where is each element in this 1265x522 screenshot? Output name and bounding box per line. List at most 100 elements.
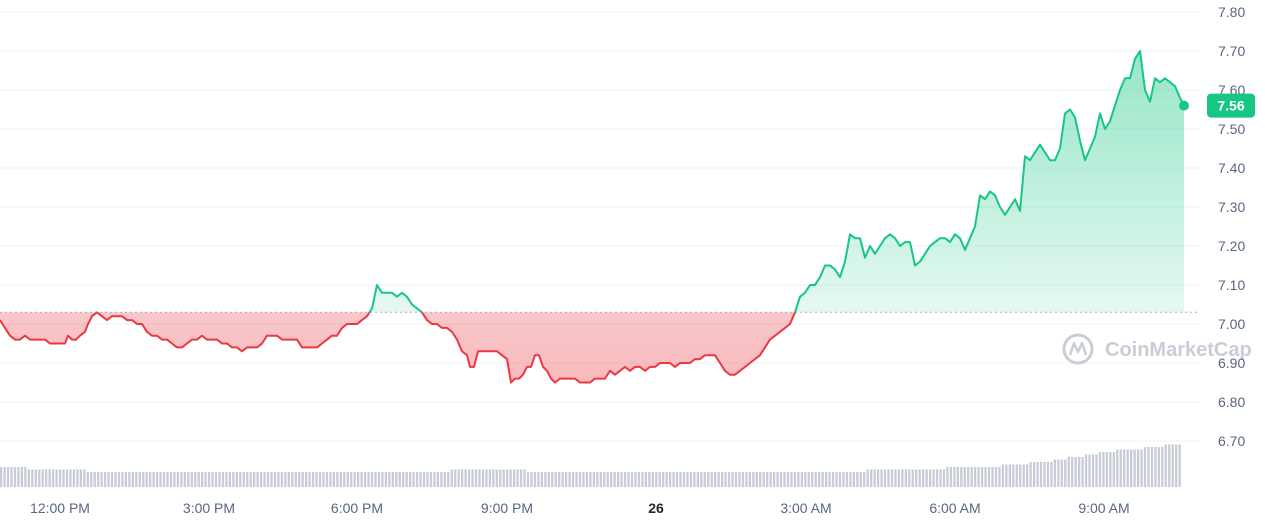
volume-bar xyxy=(69,469,72,487)
volume-bar xyxy=(620,472,623,487)
volume-bar xyxy=(97,472,100,487)
volume-bar xyxy=(519,469,523,487)
y-tick-label: 7.10 xyxy=(1218,277,1245,293)
volume-bar xyxy=(325,472,329,487)
price-line xyxy=(0,50,1185,384)
volume-bar xyxy=(280,472,284,487)
volume-bar xyxy=(1126,449,1129,487)
volume-bar xyxy=(294,472,297,487)
volume-bar xyxy=(811,472,814,487)
volume-bar xyxy=(734,472,738,487)
volume-bar xyxy=(1019,464,1022,487)
volume-bar xyxy=(443,472,446,487)
volume-bar xyxy=(752,472,755,487)
volume-bar xyxy=(284,472,287,487)
y-tick-label: 7.30 xyxy=(1218,199,1245,215)
volume-bar xyxy=(894,469,897,487)
volume-bar xyxy=(745,472,748,487)
volume-bar xyxy=(377,472,381,487)
volume-bar xyxy=(786,472,790,487)
volume-bar xyxy=(65,469,69,487)
volume-bar xyxy=(1043,462,1046,487)
volume-bar xyxy=(908,469,911,487)
volume-bar xyxy=(967,467,970,487)
volume-bar xyxy=(45,469,48,487)
volume-bar xyxy=(991,467,994,487)
volume-bar xyxy=(963,467,966,487)
volume-bar xyxy=(422,472,426,487)
volume-bar xyxy=(83,469,86,487)
volume-bar xyxy=(440,472,443,487)
price-area xyxy=(0,51,1184,383)
volume-bar xyxy=(471,469,474,487)
volume-bar xyxy=(953,467,956,487)
volume-bar xyxy=(190,472,193,487)
volume-bar xyxy=(779,472,783,487)
volume-bar xyxy=(603,472,606,487)
volume-bar xyxy=(270,472,273,487)
volume-bar xyxy=(686,472,689,487)
y-tick-label: 6.80 xyxy=(1218,394,1245,410)
volume-bar xyxy=(703,472,706,487)
volume-bar xyxy=(76,469,79,487)
volume-bar xyxy=(554,472,557,487)
volume-bar xyxy=(41,469,44,487)
volume-bar xyxy=(551,472,554,487)
volume-bar xyxy=(488,469,492,487)
volume-bar xyxy=(103,472,107,487)
volume-bar xyxy=(6,467,10,487)
volume-bar xyxy=(315,472,318,487)
volume-bar xyxy=(131,472,134,487)
volume-bar xyxy=(17,467,20,487)
volume-bar xyxy=(173,472,176,487)
volume-bar xyxy=(838,472,842,487)
volume-bar xyxy=(128,472,131,487)
volume-bar xyxy=(714,472,717,487)
volume-bar xyxy=(329,472,332,487)
volume-bar xyxy=(266,472,270,487)
volume-bar xyxy=(523,469,526,487)
volume-bar xyxy=(800,472,803,487)
volume-bar xyxy=(571,472,575,487)
volume-bar xyxy=(617,472,620,487)
current-price-label: 7.56 xyxy=(1217,98,1244,114)
volume-bar xyxy=(762,472,765,487)
volume-bar xyxy=(720,472,724,487)
volume-bar xyxy=(1105,452,1109,487)
volume-bar xyxy=(31,469,34,487)
volume-bar xyxy=(1112,452,1115,487)
volume-bar xyxy=(374,472,377,487)
volume-bar xyxy=(696,472,699,487)
volume-bar xyxy=(1136,449,1140,487)
volume-bar xyxy=(1178,444,1181,487)
volume-bar xyxy=(211,472,214,487)
volume-bar xyxy=(1116,449,1119,487)
volume-bar xyxy=(613,472,616,487)
volume-bar xyxy=(918,469,921,487)
volume-bar xyxy=(748,472,751,487)
volume-bar xyxy=(648,472,651,487)
volume-bar xyxy=(970,467,973,487)
x-tick-label: 9:00 AM xyxy=(1078,500,1129,516)
volume-bar xyxy=(388,472,391,487)
volume-bar xyxy=(630,472,634,487)
volume-bar xyxy=(259,472,263,487)
volume-bar xyxy=(72,469,76,487)
volume-bar xyxy=(332,472,336,487)
volume-bar xyxy=(232,472,235,487)
volume-bar xyxy=(956,467,959,487)
x-tick-label: 3:00 PM xyxy=(183,500,235,516)
volume-bar xyxy=(828,472,831,487)
volume-bar xyxy=(1064,459,1067,487)
volume-bar xyxy=(700,472,703,487)
volume-bar xyxy=(845,472,849,487)
coinmarketcap-logo-icon xyxy=(1062,333,1094,365)
volume-bar xyxy=(682,472,686,487)
volume-bar xyxy=(225,472,228,487)
volume-bar xyxy=(741,472,745,487)
volume-bar xyxy=(793,472,797,487)
volume-bar xyxy=(866,469,869,487)
volume-bar xyxy=(138,472,141,487)
volume-bar xyxy=(454,469,457,487)
